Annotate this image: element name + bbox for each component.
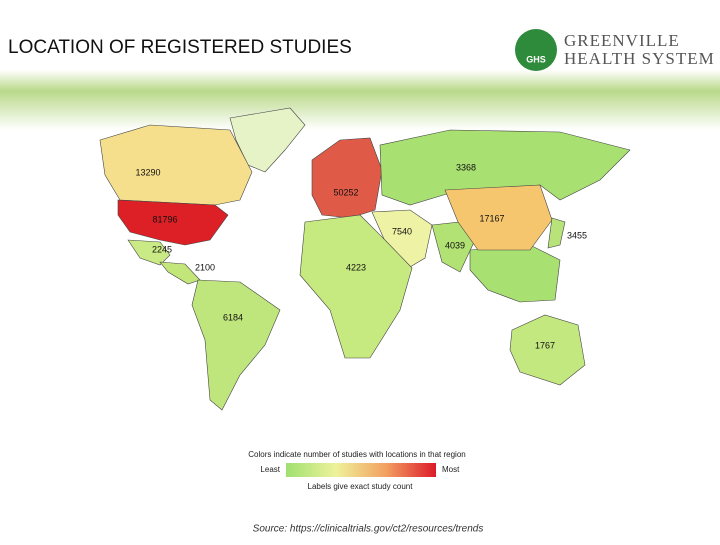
region-label: 4039	[445, 240, 465, 250]
greenland	[229, 107, 306, 173]
logo: GHS GREENVILLE HEALTH SYSTEM	[515, 29, 715, 71]
legend-caption: Colors indicate number of studies with l…	[248, 450, 465, 459]
region	[191, 279, 281, 411]
region	[379, 129, 631, 206]
region-label: 3455	[567, 230, 587, 240]
region	[444, 184, 553, 251]
world-map	[99, 107, 631, 411]
region	[431, 221, 476, 273]
region	[117, 199, 229, 246]
region-label: 2245	[152, 244, 172, 254]
region-label: 50252	[333, 187, 358, 197]
region-label: 7540	[392, 226, 412, 236]
southeast-asia	[469, 244, 561, 303]
region-label: 4223	[346, 262, 366, 272]
region	[159, 261, 201, 285]
logo-line1: GREENVILLE	[564, 31, 680, 50]
legend-low: Least	[260, 465, 280, 474]
logo-mark: GHS	[526, 54, 546, 64]
legend-note: Labels give exact study count	[308, 482, 414, 491]
legend: Colors indicate number of studies with l…	[248, 450, 465, 491]
region-label: 2100	[195, 262, 215, 272]
logo-badge	[515, 29, 557, 71]
region-label: 81796	[152, 214, 177, 224]
region	[99, 124, 253, 206]
region-label: 6184	[223, 312, 243, 322]
header-band	[0, 70, 720, 130]
region-label: 13290	[135, 167, 160, 177]
region	[509, 314, 586, 386]
legend-high: Most	[442, 465, 460, 474]
logo-line2: HEALTH SYSTEM	[564, 49, 715, 68]
region	[547, 217, 566, 249]
slide-title: LOCATION OF REGISTERED STUDIES	[8, 37, 352, 58]
region	[311, 137, 383, 219]
source: Source: https://clinicaltrials.gov/ct2/r…	[253, 524, 484, 535]
region-label: 17167	[479, 213, 504, 223]
region	[299, 214, 413, 359]
region-label: 3368	[456, 162, 476, 172]
region	[127, 239, 171, 266]
region-label: 1767	[535, 340, 555, 350]
legend-scale	[286, 463, 436, 477]
